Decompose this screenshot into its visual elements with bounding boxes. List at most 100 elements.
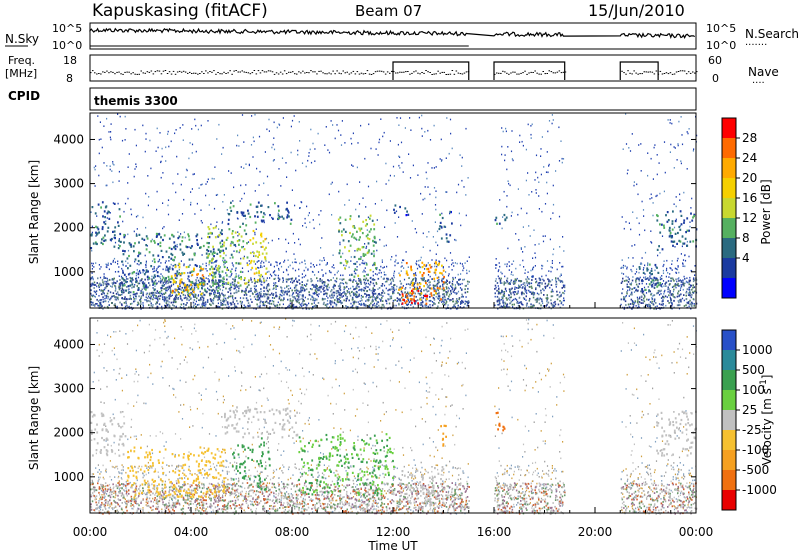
cell bbox=[121, 139, 124, 142]
cell bbox=[254, 231, 256, 234]
cell bbox=[534, 298, 537, 301]
cell bbox=[321, 297, 324, 300]
cell bbox=[314, 292, 316, 294]
cell bbox=[165, 260, 167, 262]
cell bbox=[318, 293, 320, 295]
cell bbox=[655, 266, 657, 268]
cell bbox=[221, 153, 223, 155]
cell bbox=[521, 140, 523, 143]
cell bbox=[163, 298, 165, 301]
cell bbox=[421, 135, 423, 137]
cell bbox=[295, 285, 297, 288]
freq-point bbox=[411, 72, 413, 74]
cell bbox=[456, 292, 458, 295]
cell bbox=[207, 278, 209, 280]
cell bbox=[179, 280, 182, 283]
cell bbox=[678, 271, 680, 274]
cell bbox=[503, 281, 506, 283]
cell bbox=[532, 294, 534, 296]
cell bbox=[225, 238, 228, 241]
cell bbox=[254, 298, 257, 300]
cell bbox=[653, 294, 656, 297]
cell bbox=[561, 280, 563, 283]
cell bbox=[450, 299, 452, 301]
cell bbox=[163, 284, 165, 286]
cell bbox=[623, 227, 625, 230]
cell bbox=[393, 292, 395, 294]
cell bbox=[392, 165, 395, 168]
cell bbox=[105, 266, 107, 268]
cell bbox=[190, 270, 193, 273]
cell bbox=[678, 299, 681, 301]
cell bbox=[350, 260, 352, 262]
cell bbox=[122, 298, 124, 300]
cell bbox=[228, 213, 231, 216]
cell bbox=[234, 282, 236, 285]
cell bbox=[351, 296, 354, 299]
cell bbox=[627, 257, 630, 259]
cell bbox=[301, 276, 303, 279]
freq-point bbox=[178, 70, 181, 72]
cell bbox=[541, 275, 543, 278]
cell bbox=[260, 266, 262, 269]
cell bbox=[185, 176, 187, 178]
cell bbox=[421, 303, 423, 306]
freq-point bbox=[211, 71, 213, 73]
cell bbox=[374, 292, 377, 295]
cell bbox=[360, 302, 363, 305]
cell bbox=[548, 165, 550, 167]
cell bbox=[323, 293, 325, 296]
cell bbox=[538, 181, 540, 183]
cell bbox=[286, 201, 288, 204]
cell bbox=[234, 278, 236, 281]
cell bbox=[206, 290, 208, 293]
cell bbox=[379, 238, 381, 241]
cell bbox=[299, 293, 301, 296]
cell bbox=[114, 296, 116, 298]
cell bbox=[281, 157, 284, 159]
cell bbox=[168, 296, 171, 299]
freq-point bbox=[322, 72, 324, 74]
cell bbox=[643, 306, 646, 308]
cell bbox=[337, 290, 339, 292]
cell bbox=[637, 298, 639, 300]
cell bbox=[174, 272, 176, 275]
cell bbox=[464, 291, 467, 294]
cell bbox=[264, 272, 267, 275]
freq-point bbox=[494, 73, 496, 75]
cell bbox=[535, 171, 537, 174]
cell bbox=[632, 303, 635, 306]
cell bbox=[624, 300, 627, 303]
cell bbox=[364, 157, 366, 160]
cell bbox=[174, 301, 177, 304]
cell bbox=[514, 297, 517, 300]
cell bbox=[117, 296, 119, 299]
cell bbox=[417, 174, 419, 176]
cell bbox=[110, 285, 112, 287]
cell bbox=[127, 166, 129, 168]
cell bbox=[103, 306, 106, 309]
cell bbox=[312, 142, 314, 145]
cell bbox=[467, 287, 469, 290]
cell bbox=[440, 138, 442, 141]
cell bbox=[532, 257, 534, 259]
cell bbox=[555, 170, 557, 172]
cell bbox=[137, 303, 140, 305]
cell bbox=[372, 264, 374, 267]
cell bbox=[176, 246, 178, 248]
cell bbox=[356, 296, 358, 299]
cell bbox=[420, 291, 422, 293]
cell bbox=[139, 270, 141, 273]
cell bbox=[312, 271, 314, 273]
cell bbox=[342, 282, 345, 285]
cell bbox=[427, 274, 430, 276]
cell bbox=[552, 253, 554, 256]
cell bbox=[248, 279, 250, 282]
cell bbox=[338, 287, 341, 290]
cell bbox=[628, 278, 630, 280]
cell bbox=[650, 157, 652, 160]
cell bbox=[275, 285, 277, 288]
cell bbox=[500, 291, 503, 294]
cell bbox=[677, 143, 679, 145]
cell bbox=[506, 280, 509, 283]
